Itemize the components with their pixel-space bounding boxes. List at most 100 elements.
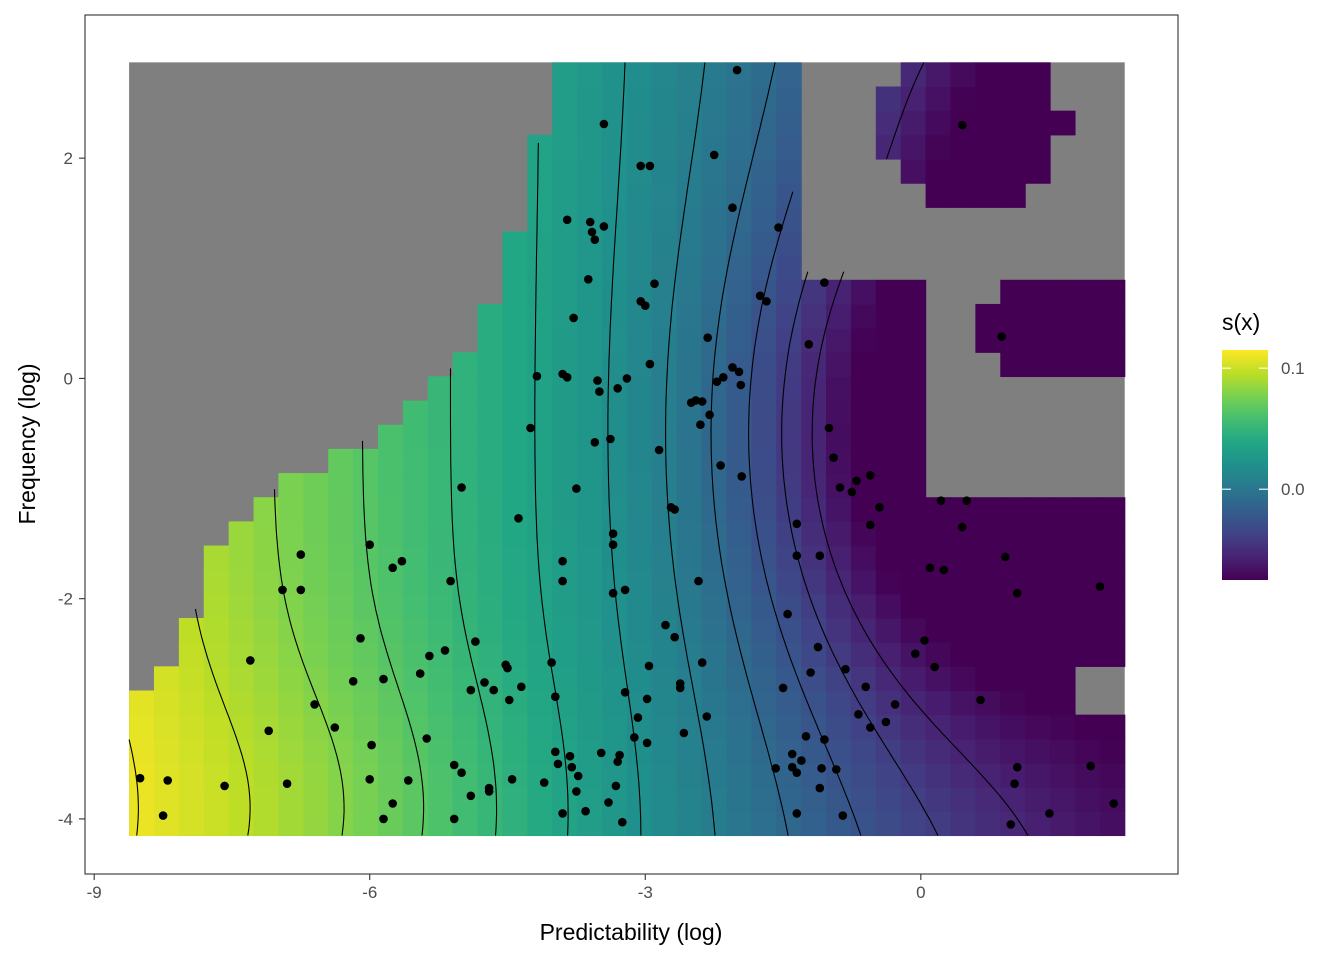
- data-point: [562, 215, 572, 225]
- heat-cell: [1025, 618, 1051, 643]
- x-tick-label: -6: [362, 883, 377, 902]
- heat-cell: [602, 303, 628, 329]
- data-point: [608, 529, 618, 538]
- data-point: [379, 674, 388, 684]
- heat-cell: [726, 303, 752, 329]
- heat-cell: [1050, 787, 1076, 812]
- data-point: [593, 376, 602, 385]
- heat-cell: [801, 521, 827, 547]
- heat-cell: [626, 618, 653, 643]
- heat-cell: [975, 738, 1001, 764]
- heat-cell: [676, 521, 703, 547]
- data-point: [505, 695, 514, 705]
- heat-cell: [900, 303, 927, 329]
- heat-cell: [477, 811, 504, 837]
- heat-cell: [701, 110, 728, 136]
- data-point: [633, 713, 643, 722]
- heat-cell: [452, 376, 479, 402]
- heat-cell: [178, 738, 205, 764]
- heat-cell: [353, 545, 379, 571]
- heat-cell: [950, 811, 976, 837]
- heat-cell: [1025, 787, 1051, 812]
- heat-cell: [527, 473, 553, 498]
- heat-cell: [253, 521, 280, 547]
- heat-cell: [1050, 328, 1076, 353]
- heat-cell: [726, 424, 752, 450]
- heat-cell: [676, 62, 703, 88]
- data-point: [604, 798, 613, 807]
- heat-cell: [203, 618, 230, 643]
- heat-cell: [1099, 738, 1126, 764]
- heat-cell: [875, 134, 902, 160]
- heat-cell: [950, 642, 976, 667]
- heat-cell: [651, 666, 678, 692]
- heat-cell: [328, 448, 354, 474]
- heat-cell: [153, 690, 180, 716]
- heat-cell: [850, 497, 877, 522]
- heat-cell: [353, 762, 379, 788]
- heat-cell: [651, 231, 678, 257]
- heat-cell: [253, 618, 280, 643]
- x-tick-label: -3: [638, 883, 653, 902]
- data-point: [778, 683, 788, 693]
- heat-cell: [602, 473, 628, 498]
- heat-cell: [875, 424, 902, 450]
- data-point: [817, 764, 826, 773]
- heat-cell: [676, 279, 703, 305]
- heat-cell: [129, 690, 155, 716]
- heat-cell: [651, 424, 678, 450]
- heat-cell: [900, 279, 927, 305]
- heat-cell: [1025, 642, 1051, 667]
- data-point: [514, 514, 523, 523]
- heat-cell: [850, 787, 877, 812]
- heat-cell: [826, 279, 852, 305]
- heat-cell: [651, 473, 678, 498]
- data-point: [585, 217, 595, 227]
- heat-cell: [353, 714, 379, 740]
- heat-cell: [950, 618, 976, 643]
- heat-cell: [452, 497, 479, 522]
- heat-cell: [776, 714, 802, 740]
- heat-cell: [975, 593, 1001, 619]
- data-point: [806, 668, 815, 677]
- heat-cell: [328, 642, 354, 667]
- data-point: [404, 776, 413, 785]
- heat-cell: [850, 569, 877, 595]
- data-point: [590, 235, 600, 244]
- heat-cell: [402, 521, 429, 547]
- heat-cell: [875, 448, 902, 474]
- heat-cell: [826, 448, 852, 474]
- heat-cell: [502, 787, 528, 812]
- heat-cell: [353, 787, 379, 812]
- data-point: [697, 397, 707, 406]
- heat-cell: [676, 158, 703, 184]
- heat-cell: [527, 134, 553, 160]
- heat-cell: [726, 110, 752, 136]
- heat-cell: [1000, 714, 1026, 740]
- heat-cell: [552, 400, 578, 426]
- heat-cell: [676, 811, 703, 837]
- heat-cell: [925, 714, 952, 740]
- heat-cell: [875, 787, 902, 812]
- heat-cell: [303, 473, 329, 498]
- heat-cell: [651, 303, 678, 329]
- heat-cell: [427, 473, 454, 498]
- heat-cell: [552, 497, 578, 522]
- heat-cell: [900, 521, 927, 547]
- heat-cell: [577, 134, 603, 160]
- heat-cell: [1099, 811, 1126, 837]
- heat-cell: [477, 593, 504, 619]
- heat-cell: [527, 231, 553, 257]
- data-point: [587, 227, 597, 237]
- data-point: [783, 609, 792, 619]
- data-point: [425, 651, 434, 661]
- heat-cell: [950, 593, 976, 619]
- heat-cell: [651, 62, 678, 88]
- data-point: [562, 373, 572, 382]
- heat-cell: [328, 545, 354, 571]
- heat-cell: [602, 134, 628, 160]
- heat-cell: [701, 158, 728, 184]
- heat-cell: [278, 811, 304, 837]
- heat-cell: [900, 666, 927, 692]
